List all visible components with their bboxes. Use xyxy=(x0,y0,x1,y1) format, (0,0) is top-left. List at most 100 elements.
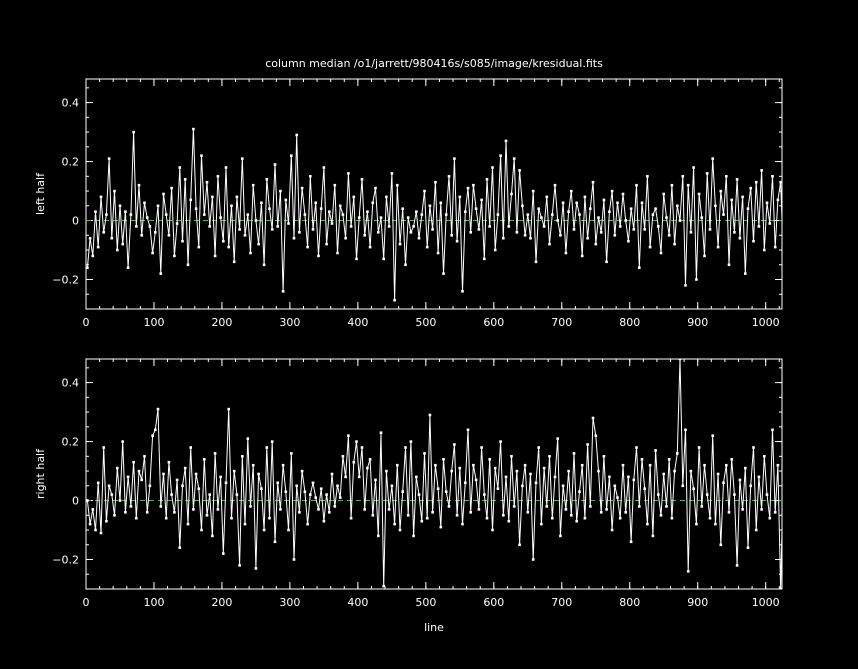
data-point xyxy=(434,463,437,467)
data-point xyxy=(632,478,636,482)
data-point xyxy=(469,231,472,234)
data-point xyxy=(273,540,277,544)
data-point xyxy=(659,251,663,255)
data-point xyxy=(88,236,92,240)
data-point xyxy=(175,478,179,482)
data-point xyxy=(502,514,505,517)
data-point xyxy=(197,487,201,490)
data-point xyxy=(328,511,331,514)
data-point xyxy=(665,505,668,508)
x-tick-label: 900 xyxy=(687,596,708,609)
x-tick-label: 900 xyxy=(687,316,708,329)
data-point xyxy=(771,175,774,178)
data-point xyxy=(480,198,483,202)
data-point xyxy=(540,522,543,526)
data-point xyxy=(94,528,97,532)
data-point xyxy=(621,192,625,196)
data-point xyxy=(224,481,228,485)
data-point xyxy=(553,183,557,187)
data-point xyxy=(618,516,622,520)
data-point xyxy=(648,245,652,249)
series-points xyxy=(86,127,782,302)
data-point xyxy=(303,213,307,216)
data-point xyxy=(265,178,269,181)
data-point xyxy=(113,189,116,193)
data-point xyxy=(86,499,89,502)
data-point xyxy=(556,219,559,222)
data-point xyxy=(379,216,383,219)
data-point xyxy=(355,257,358,261)
data-point xyxy=(515,469,519,473)
y-tick-label: 0.4 xyxy=(62,97,80,110)
data-point xyxy=(654,207,657,210)
data-point xyxy=(205,514,209,517)
data-point xyxy=(741,508,744,511)
data-point xyxy=(461,290,464,293)
data-point xyxy=(279,189,282,193)
data-point xyxy=(287,528,290,532)
data-point xyxy=(328,210,331,213)
data-point xyxy=(602,198,606,202)
data-point xyxy=(594,434,598,437)
data-point xyxy=(347,172,350,175)
data-point xyxy=(189,198,192,202)
chart-title: column median /o1/jarrett/980416s/s085/i… xyxy=(265,57,603,70)
data-point xyxy=(624,219,627,222)
data-point xyxy=(599,231,603,234)
data-point xyxy=(200,154,203,157)
data-point xyxy=(602,455,606,458)
x-tick-label: 600 xyxy=(483,316,504,329)
series-line xyxy=(86,129,782,301)
data-point xyxy=(118,499,122,502)
data-point xyxy=(235,493,239,496)
data-point xyxy=(515,231,519,234)
data-point xyxy=(504,475,508,479)
data-point xyxy=(415,475,418,479)
data-point xyxy=(94,210,97,213)
data-point xyxy=(695,522,698,526)
x-tick-label: 500 xyxy=(415,596,436,609)
data-point xyxy=(306,522,309,526)
data-point xyxy=(140,234,143,237)
data-point xyxy=(727,263,731,267)
data-point xyxy=(719,543,723,547)
data-point xyxy=(148,225,152,228)
data-point xyxy=(542,225,546,228)
data-point xyxy=(270,228,274,231)
data-point xyxy=(406,216,410,219)
x-tick-label: 700 xyxy=(551,316,572,329)
data-point xyxy=(757,225,761,228)
data-point xyxy=(86,266,89,269)
data-point xyxy=(765,201,769,205)
data-point xyxy=(578,213,581,216)
data-point xyxy=(336,484,339,488)
data-point xyxy=(178,166,182,169)
data-point xyxy=(719,189,723,193)
data-point xyxy=(257,472,260,476)
series-points xyxy=(86,359,782,589)
data-point xyxy=(643,228,646,231)
data-point xyxy=(262,263,266,267)
data-point xyxy=(779,587,782,589)
data-point xyxy=(200,528,203,532)
data-point xyxy=(496,213,500,216)
data-point xyxy=(504,139,508,143)
data-point xyxy=(287,222,290,225)
data-point xyxy=(309,175,312,178)
data-point xyxy=(640,458,644,461)
data-point xyxy=(208,225,211,228)
data-point xyxy=(733,231,736,234)
data-point xyxy=(132,460,135,464)
data-point xyxy=(374,478,377,482)
data-point xyxy=(521,484,524,488)
data-point xyxy=(241,455,244,458)
data-point xyxy=(129,505,133,508)
data-point xyxy=(667,234,671,237)
data-point xyxy=(714,204,717,208)
data-point xyxy=(485,516,489,520)
data-point xyxy=(730,458,733,461)
data-point xyxy=(466,186,470,190)
data-point xyxy=(570,514,573,517)
data-point xyxy=(390,172,394,175)
